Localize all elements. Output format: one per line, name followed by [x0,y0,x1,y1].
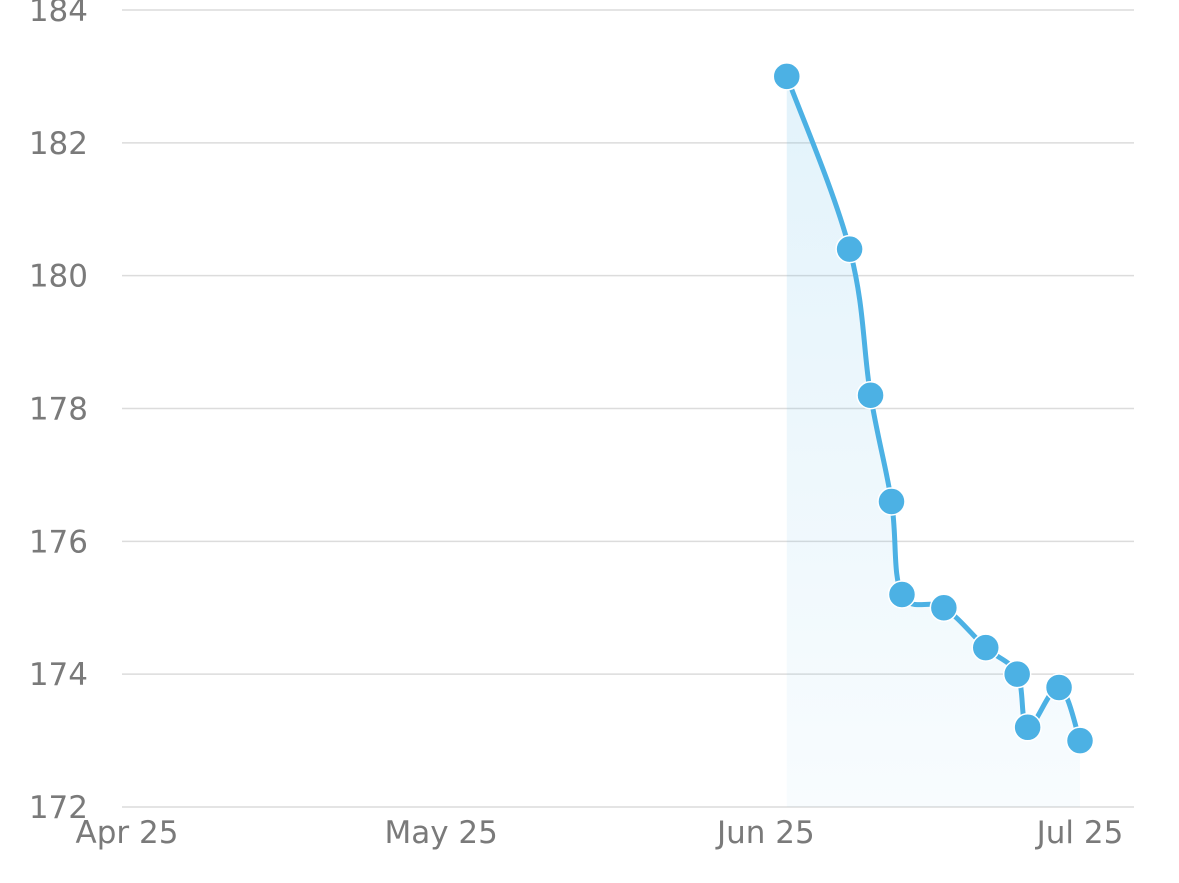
y-tick-label: 174 [29,657,88,693]
y-tick-label: 182 [29,126,88,162]
x-tick-label: Jun 25 [715,815,815,851]
series-area-0 [786,76,1080,807]
data-point[interactable] [1002,659,1032,689]
data-point[interactable] [1065,726,1095,755]
y-tick-label: 180 [29,259,88,295]
data-point[interactable] [971,633,1000,662]
area-fill [786,76,1080,807]
data-point[interactable] [887,580,917,609]
y-axis-ticks: 172 174 176 178 180 182 184 [29,0,88,826]
data-point[interactable] [772,62,802,91]
y-tick-label: 172 [29,790,88,826]
data-point[interactable] [877,487,906,516]
y-tick-label: 176 [29,524,88,560]
x-tick-label: Apr 25 [76,815,179,851]
data-point[interactable] [856,380,885,410]
x-axis-ticks: Apr 25 May 25 Jun 25 Jul 25 [76,815,1124,851]
grid-lines [122,9,1134,808]
x-tick-label: Jul 25 [1035,815,1124,851]
data-point[interactable] [835,234,864,264]
data-point[interactable] [1044,673,1074,702]
x-tick-label: May 25 [384,815,497,851]
data-point[interactable] [929,593,959,622]
y-tick-label: 184 [29,0,88,29]
y-tick-label: 178 [29,392,88,428]
data-point[interactable] [1013,713,1042,742]
data-points [772,62,1095,755]
